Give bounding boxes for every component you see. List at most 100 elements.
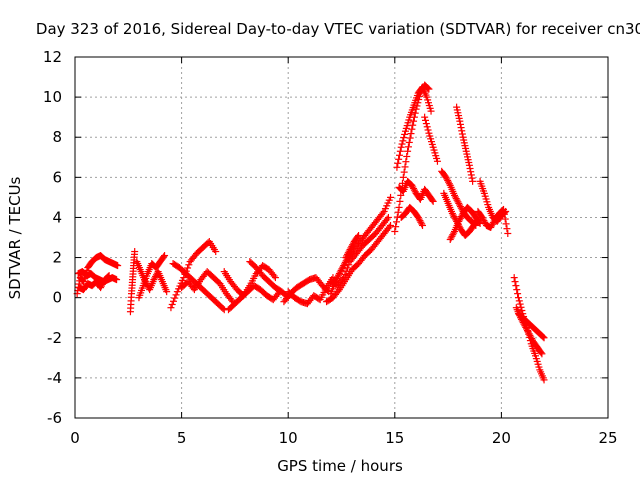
data-point [345,247,353,255]
y-tick-label: -6 [47,409,62,427]
data-point [445,178,453,186]
data-point [449,231,457,239]
data-point [142,279,150,287]
data-point [415,215,423,223]
data-point [113,276,121,284]
grid-lines [75,57,608,418]
x-axis-label: GPS time / hours [277,457,403,475]
data-point [99,279,107,287]
data-point [342,254,350,262]
data-point [527,333,535,341]
data-point [443,175,451,183]
data-point [424,84,432,92]
data-point [444,177,452,185]
data-point [184,264,192,272]
data-point [333,274,341,282]
data-point [151,274,159,282]
data-point [383,215,391,223]
data-point [387,193,395,201]
data-point [422,120,430,128]
data-point [500,209,508,217]
data-point [538,350,546,358]
data-point [456,120,464,128]
data-point [524,328,532,336]
data-point [395,151,403,159]
data-point [270,272,278,280]
data-point [343,250,351,258]
data-point [393,163,401,171]
x-tick-label: 0 [70,429,80,447]
data-point [401,163,409,171]
data-point [408,181,416,189]
axis-ticks: -6 -4 -2 0 2 4 6 8 10 12 0 5 10 15 20 25 [43,48,618,447]
data-point [453,196,461,204]
data-point [339,263,347,271]
data-point [334,287,342,295]
data-point [405,138,413,146]
data-point [537,349,545,357]
data-point [212,248,220,256]
data-point [408,125,416,133]
data-point [412,105,420,113]
data-point [396,147,404,155]
data-point [488,222,496,230]
data-point [504,229,512,237]
data-point [384,213,392,221]
data-points [73,81,548,384]
data-point [394,159,402,167]
data-point [337,266,345,274]
y-tick-label: 8 [52,128,62,146]
data-point [514,294,522,302]
data-point [442,173,450,181]
data-point [455,199,463,207]
data-point [399,137,407,145]
data-point [446,236,454,244]
data-point [391,227,399,235]
data-point [429,197,437,205]
data-point [395,203,403,211]
data-point [398,140,406,148]
data-point [414,213,422,221]
data-point [271,274,279,282]
x-tick-label: 5 [177,429,187,447]
data-point [355,231,363,239]
data-point [392,223,400,231]
data-point [407,130,415,138]
data-point [433,157,441,165]
data-point [219,304,227,312]
data-point [401,130,409,138]
data-point [335,271,343,279]
x-tick-label: 25 [598,429,617,447]
data-point [515,297,523,305]
data-point [395,155,403,163]
data-point [338,265,346,273]
data-point [418,220,426,228]
data-point [348,242,356,250]
data-point [410,185,418,193]
y-tick-label: 0 [52,289,62,307]
data-point [410,186,418,194]
data-point [466,165,474,173]
data-point [480,217,488,225]
data-point [150,276,158,284]
data-point [516,300,524,308]
data-point [417,218,425,226]
data-point [379,209,387,217]
data-point [340,262,348,270]
y-tick-label: -2 [47,329,62,347]
data-point [514,290,522,298]
x-tick-label: 20 [492,429,511,447]
data-point [393,218,401,226]
data-point [105,272,113,280]
data-point [540,376,548,384]
data-point [539,333,547,341]
data-point [334,273,342,281]
data-point [502,220,510,228]
data-point [343,264,351,272]
data-point [469,177,477,185]
data-point [104,272,112,280]
data-point [98,280,106,288]
data-point [501,208,509,216]
data-point [168,300,176,308]
